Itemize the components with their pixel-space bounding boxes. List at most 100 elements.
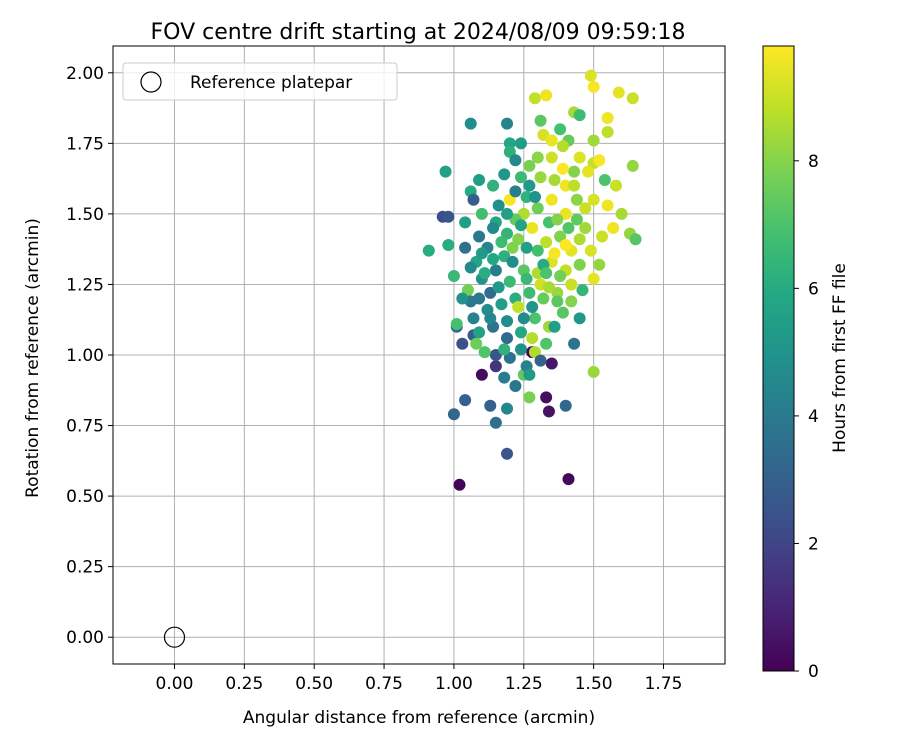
data-point [568, 165, 581, 178]
y-tick-label: 0.25 [66, 558, 104, 578]
data-point [587, 193, 600, 206]
data-point [587, 365, 600, 378]
data-point [596, 230, 609, 243]
data-point [509, 380, 522, 393]
data-point [467, 312, 480, 325]
data-point [470, 337, 483, 350]
data-point [495, 236, 508, 249]
data-point [565, 295, 578, 308]
data-point [528, 190, 541, 203]
data-point [593, 258, 606, 271]
data-point [478, 346, 491, 359]
data-point [601, 199, 614, 212]
data-point [459, 241, 472, 254]
data-point [487, 253, 500, 266]
data-point [515, 137, 527, 150]
data-point [587, 80, 600, 93]
data-point [582, 165, 595, 178]
data-point [576, 284, 589, 297]
data-point [503, 351, 516, 364]
data-point [570, 193, 583, 206]
colorbar-tick-label: 8 [808, 152, 819, 172]
x-tick-label: 0.25 [225, 674, 263, 694]
data-point [570, 213, 583, 226]
data-point [473, 230, 486, 243]
grid-lines [113, 46, 725, 664]
data-point [498, 371, 511, 384]
data-point [573, 109, 586, 122]
data-point [568, 337, 581, 350]
x-axis-label: Angular distance from reference (arcmin) [243, 708, 595, 728]
data-point [439, 165, 452, 178]
data-point [601, 111, 614, 124]
data-point [568, 179, 581, 192]
data-point [540, 236, 553, 249]
data-point [520, 272, 533, 285]
data-point [534, 114, 547, 127]
data-point [615, 207, 628, 220]
y-axis-label: Rotation from reference (arcmin) [23, 218, 43, 498]
y-tick-label: 0.00 [66, 628, 104, 648]
data-point [534, 171, 547, 184]
data-point [515, 343, 527, 356]
data-point [484, 399, 497, 412]
data-point [542, 281, 555, 294]
data-point [495, 298, 508, 311]
colorbar-tick-label: 2 [808, 534, 819, 554]
data-point [526, 222, 539, 235]
legend-label: Reference platepar [190, 73, 352, 93]
data-point [515, 219, 527, 232]
colorbar-tick-label: 4 [808, 407, 819, 427]
data-point [422, 244, 435, 257]
data-point [503, 145, 516, 158]
data-point [492, 199, 505, 212]
data-point [587, 134, 600, 147]
data-point [598, 174, 611, 187]
data-point [556, 162, 569, 175]
data-point [447, 269, 460, 282]
data-point [554, 230, 567, 243]
data-point [556, 306, 569, 319]
chart-title: FOV centre drift starting at 2024/08/09 … [151, 20, 686, 45]
x-tick-label: 0.75 [365, 674, 403, 694]
data-point [501, 447, 514, 460]
data-point [531, 151, 544, 164]
y-tick-label: 1.25 [66, 275, 104, 295]
y-axis-ticks: 0.00 0.25 0.50 0.75 1.00 1.25 1.50 1.75 2.00 [66, 64, 113, 648]
data-point [473, 326, 486, 339]
data-point [610, 179, 623, 192]
data-point [548, 247, 561, 260]
data-point [461, 284, 474, 297]
data-point [548, 174, 561, 187]
data-point [554, 269, 567, 282]
x-tick-label: 1.00 [435, 674, 473, 694]
data-point [473, 292, 486, 305]
data-point [489, 360, 502, 373]
data-point [573, 312, 586, 325]
data-point [551, 295, 564, 308]
data-point [515, 326, 527, 339]
data-point [537, 292, 550, 305]
data-point [531, 267, 544, 280]
x-tick-label: 1.75 [645, 674, 683, 694]
data-point [484, 312, 497, 325]
data-point [584, 69, 597, 82]
data-point [584, 244, 597, 257]
data-point [556, 140, 569, 153]
data-point [467, 193, 480, 206]
data-point [498, 168, 511, 181]
data-point [489, 264, 502, 277]
data-point [520, 241, 533, 254]
reference-platepar-marker [163, 626, 186, 648]
x-axis-ticks: 0.00 0.25 0.50 0.75 1.00 1.25 1.50 1.75 [156, 664, 683, 694]
data-point [629, 233, 642, 246]
data-point [565, 278, 578, 291]
data-point [523, 286, 536, 299]
data-point [528, 92, 541, 105]
data-point [464, 117, 477, 130]
data-point [551, 213, 564, 226]
data-point [593, 154, 606, 167]
data-point [545, 193, 558, 206]
data-point [501, 227, 514, 240]
